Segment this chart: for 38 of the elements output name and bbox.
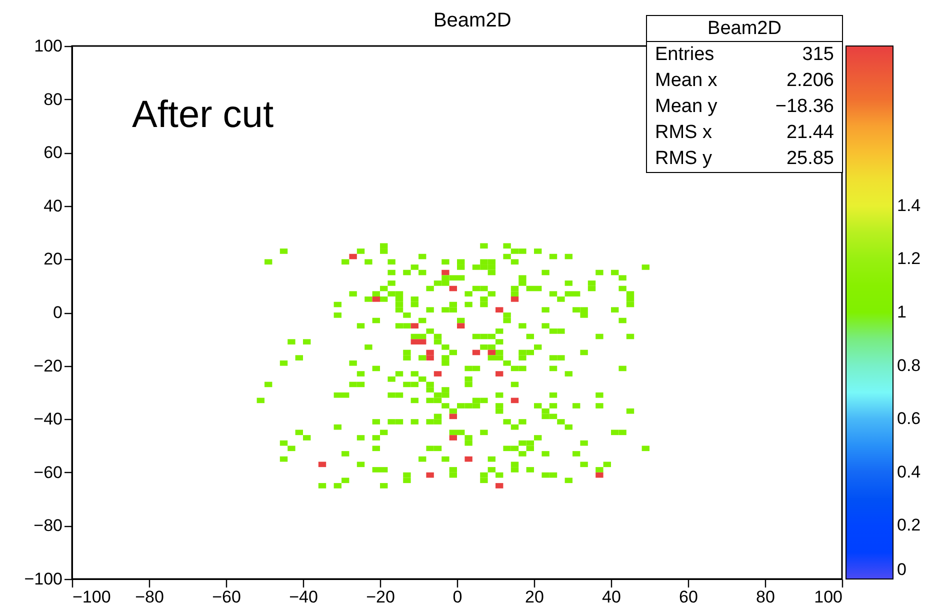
x-tick-label: −60 (212, 588, 241, 606)
text: RMS x 21.44 (655, 122, 834, 143)
color-bar-label: 1.4 (897, 196, 921, 215)
y-tick-label: 0 (53, 303, 62, 322)
x-tick-label: 40 (602, 588, 621, 606)
color-bar-label: 0.2 (897, 516, 921, 535)
y-tick-label: −80 (34, 516, 62, 536)
x-tick-label: 20 (525, 588, 544, 606)
x-tick-label: 0 (452, 588, 462, 606)
x-tick-label: 60 (679, 588, 698, 606)
text: RMS y 25.85 (655, 148, 834, 169)
text: Mean x 2.206 (655, 70, 834, 91)
y-tick-label: 100 (34, 36, 62, 56)
text: Entries 315 (655, 44, 834, 65)
y-tick-label: 80 (44, 90, 62, 109)
x-tick-label: 100 (814, 588, 842, 606)
annotation: After cut (132, 94, 274, 137)
color-bar-label: 0.6 (897, 409, 921, 428)
y-tick-label: −60 (34, 462, 62, 482)
color-bar-label: 0 (897, 560, 906, 579)
y-tick-label: −40 (34, 410, 62, 429)
y-tick-label: 40 (44, 196, 62, 216)
x-tick-label: −40 (289, 588, 318, 606)
x-tick-label: −20 (366, 588, 395, 606)
y-tick-label: −100 (24, 570, 62, 588)
text: Beam2D (647, 16, 842, 42)
x-tick-label: −100 (72, 588, 111, 606)
text: Mean y −18.36 (655, 96, 834, 117)
chart-title: Beam2D (433, 9, 512, 32)
y-tick-label: −20 (34, 356, 62, 376)
y-tick-label: 60 (44, 143, 62, 162)
color-bar-label: 0.4 (897, 462, 921, 482)
color-bar-label: 1 (897, 302, 906, 322)
x-tick-label: −80 (135, 588, 164, 606)
color-bar-label: 1.2 (897, 249, 921, 268)
y-tick-label: 20 (44, 250, 62, 269)
x-tick-label: 80 (756, 588, 775, 606)
color-bar-label: 0.8 (897, 356, 921, 375)
